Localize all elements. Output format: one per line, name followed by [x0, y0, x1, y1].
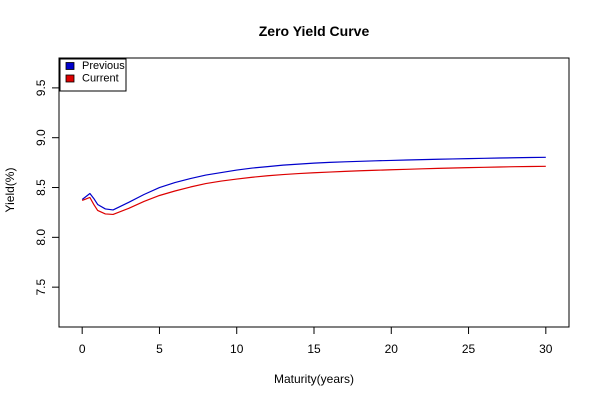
series-layer: [81, 156, 546, 216]
series-line-previous: [81, 156, 546, 211]
y-tick-label: 7.5: [34, 278, 48, 295]
x-tick-label: 30: [539, 342, 553, 356]
legend-label-previous: Previous: [82, 60, 125, 72]
y-axis: 7.5 8.0 8.5 9.0 9.5: [34, 79, 60, 295]
x-tick-label: 15: [307, 342, 321, 356]
x-tick-label: 25: [462, 342, 476, 356]
x-tick-label: 20: [385, 342, 399, 356]
series-line-current: [81, 165, 546, 216]
plot-area-frame: [58, 57, 570, 328]
chart-title: Zero Yield Curve: [259, 23, 370, 39]
y-tick-label: 8.5: [34, 179, 48, 196]
x-axis: 0 5 10 15 20 25 30: [79, 326, 553, 356]
x-axis-label: Maturity(years): [274, 372, 354, 386]
legend-label-current: Current: [82, 73, 119, 85]
x-tick-label: 10: [230, 342, 244, 356]
x-tick-label: 0: [79, 342, 86, 356]
y-tick-label: 9.5: [34, 79, 48, 96]
x-tick-label: 5: [156, 342, 163, 356]
y-axis-label: Yield(%): [3, 168, 17, 213]
legend-swatch-previous: [65, 62, 75, 70]
y-tick-label: 8.0: [34, 229, 48, 246]
y-tick-label: 9.0: [34, 129, 48, 146]
legend-swatch-current: [65, 74, 75, 83]
